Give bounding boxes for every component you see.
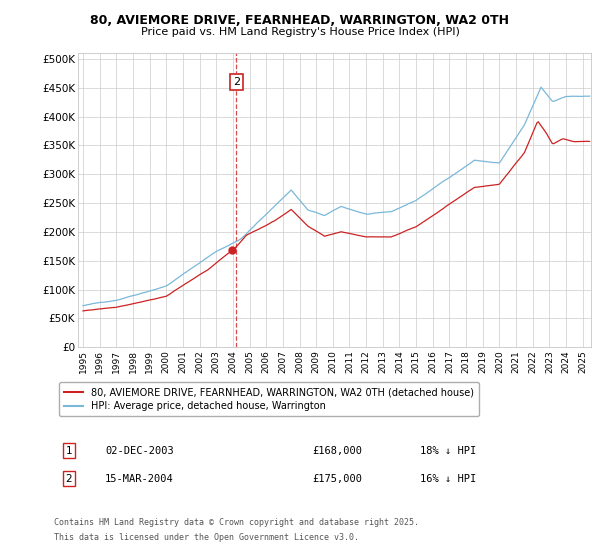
Text: 80, AVIEMORE DRIVE, FEARNHEAD, WARRINGTON, WA2 0TH: 80, AVIEMORE DRIVE, FEARNHEAD, WARRINGTO… — [91, 14, 509, 27]
Text: 02-DEC-2003: 02-DEC-2003 — [105, 446, 174, 456]
Text: 1: 1 — [65, 446, 73, 456]
Legend: 80, AVIEMORE DRIVE, FEARNHEAD, WARRINGTON, WA2 0TH (detached house), HPI: Averag: 80, AVIEMORE DRIVE, FEARNHEAD, WARRINGTO… — [59, 382, 479, 416]
Text: This data is licensed under the Open Government Licence v3.0.: This data is licensed under the Open Gov… — [54, 533, 359, 542]
Text: Price paid vs. HM Land Registry's House Price Index (HPI): Price paid vs. HM Land Registry's House … — [140, 27, 460, 37]
Text: 15-MAR-2004: 15-MAR-2004 — [105, 474, 174, 484]
Text: £175,000: £175,000 — [312, 474, 362, 484]
Text: 18% ↓ HPI: 18% ↓ HPI — [420, 446, 476, 456]
Text: 2: 2 — [65, 474, 73, 484]
Text: 2: 2 — [233, 77, 240, 87]
Text: £168,000: £168,000 — [312, 446, 362, 456]
Text: Contains HM Land Registry data © Crown copyright and database right 2025.: Contains HM Land Registry data © Crown c… — [54, 518, 419, 527]
Text: 16% ↓ HPI: 16% ↓ HPI — [420, 474, 476, 484]
